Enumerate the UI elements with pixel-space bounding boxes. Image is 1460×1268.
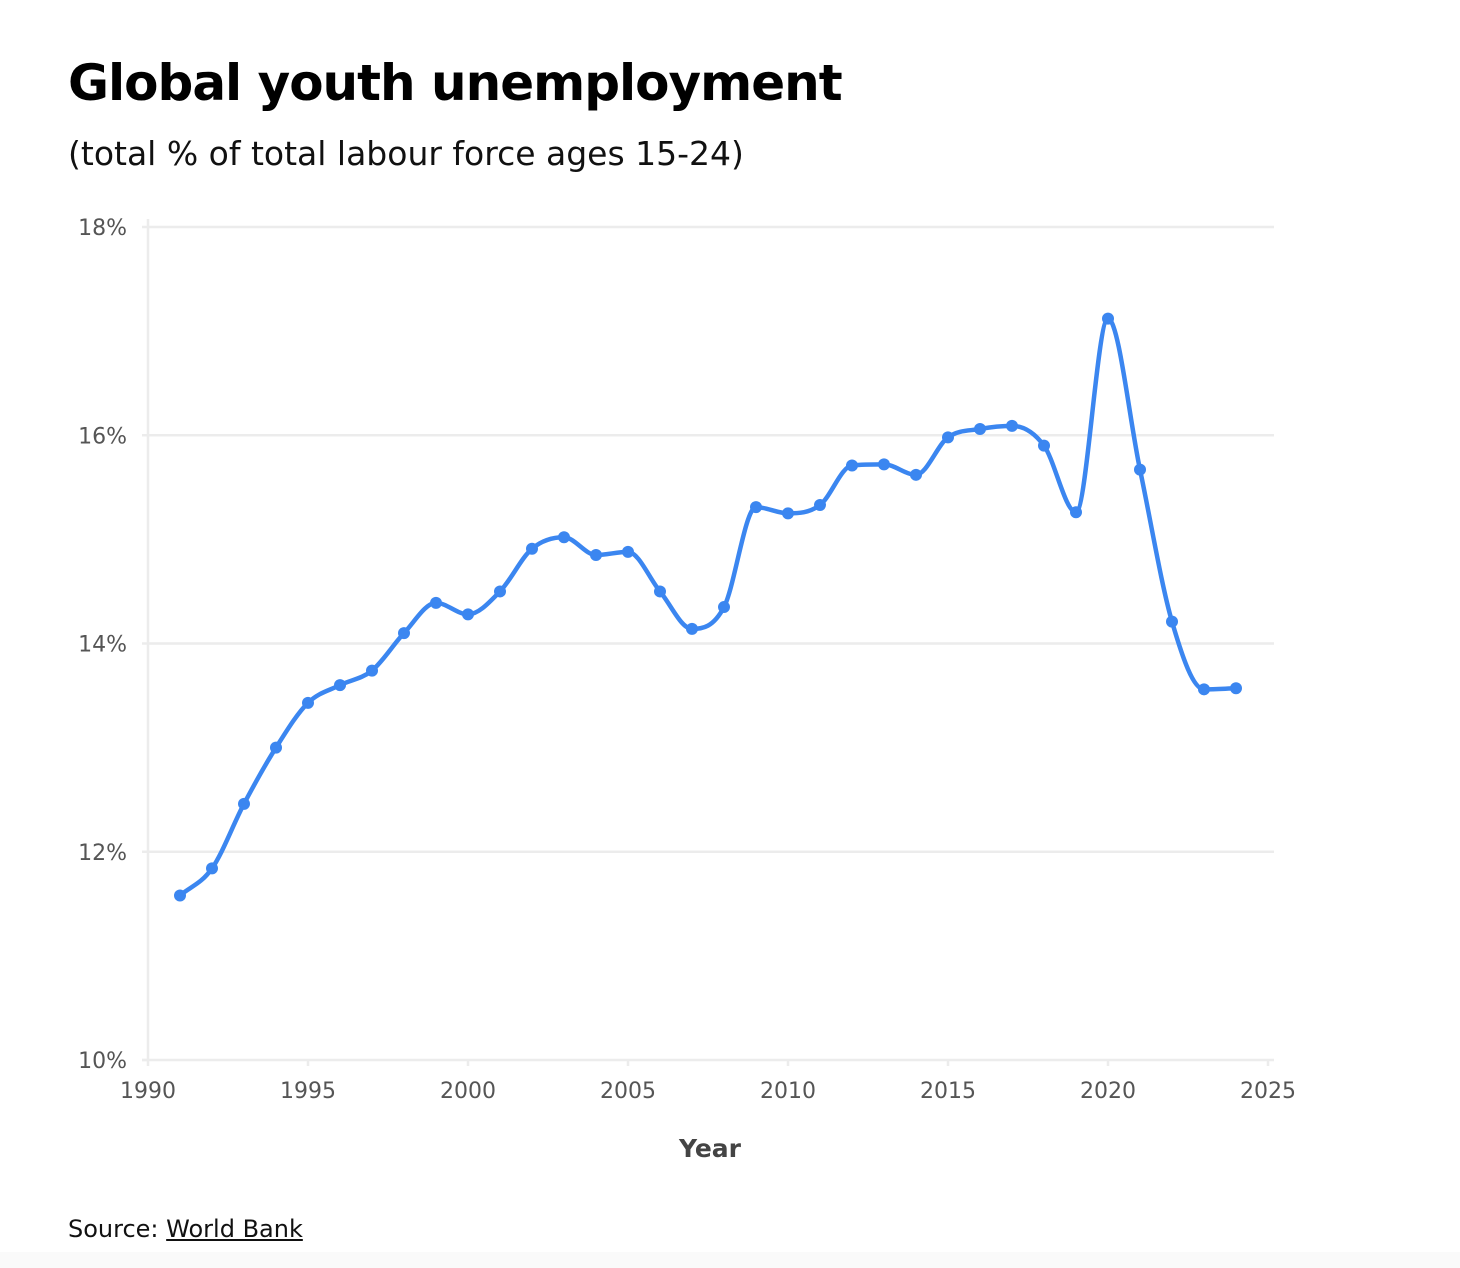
- data-point[interactable]: [686, 622, 698, 635]
- series-line: [177, 316, 1239, 898]
- y-tick-labels: 10% 12% 14% 16% 18%: [78, 216, 127, 1074]
- data-point[interactable]: [558, 531, 570, 544]
- source-note: Source: World Bank: [68, 1212, 303, 1246]
- x-tick-label: 1995: [280, 1079, 336, 1104]
- y-tick-label: 16%: [78, 424, 127, 449]
- series: [177, 316, 1239, 898]
- data-point[interactable]: [462, 608, 474, 621]
- data-point[interactable]: [974, 423, 986, 436]
- data-point[interactable]: [206, 862, 218, 875]
- bottom-edge: [0, 1252, 1460, 1268]
- x-tick-label: 2000: [440, 1079, 496, 1104]
- data-point[interactable]: [750, 501, 762, 514]
- data-point[interactable]: [814, 499, 826, 512]
- data-point[interactable]: [622, 545, 634, 558]
- data-point[interactable]: [494, 585, 506, 598]
- data-point[interactable]: [1102, 312, 1114, 325]
- data-point[interactable]: [334, 679, 346, 692]
- data-point[interactable]: [366, 664, 378, 677]
- data-point[interactable]: [526, 542, 538, 555]
- chart-subtitle: (total % of total labour force ages 15-2…: [68, 134, 744, 173]
- y-tick-label: 14%: [78, 633, 127, 658]
- line-chart: 10% 12% 14% 16% 18% 1990 1995 2000 2005 2010 2015…: [78, 216, 1296, 1163]
- y-tick-label: 10%: [78, 1049, 127, 1074]
- data-point[interactable]: [1070, 506, 1082, 519]
- data-point[interactable]: [910, 468, 922, 481]
- gridlines: [148, 225, 1274, 853]
- data-point[interactable]: [590, 548, 602, 561]
- data-point[interactable]: [270, 741, 282, 754]
- data-point[interactable]: [718, 601, 730, 614]
- data-point[interactable]: [942, 431, 954, 444]
- data-point[interactable]: [1198, 683, 1210, 696]
- data-point[interactable]: [782, 507, 794, 520]
- data-point[interactable]: [1038, 439, 1050, 452]
- data-point[interactable]: [1006, 419, 1018, 432]
- axes: [142, 219, 1274, 1066]
- data-point[interactable]: [430, 596, 442, 609]
- x-tick-label: 2010: [760, 1079, 816, 1104]
- y-tick-label: 12%: [78, 841, 127, 866]
- data-point[interactable]: [174, 889, 186, 902]
- source-link[interactable]: World Bank: [166, 1215, 303, 1243]
- data-point[interactable]: [654, 585, 666, 598]
- data-point[interactable]: [878, 458, 890, 471]
- data-point[interactable]: [302, 696, 314, 709]
- x-tick-label: 1990: [120, 1079, 176, 1104]
- data-point[interactable]: [238, 797, 250, 810]
- x-tick-labels: 1990 1995 2000 2005 2010 2015 2020 2025: [120, 1079, 1296, 1104]
- x-tick-label: 2015: [920, 1079, 976, 1104]
- data-point[interactable]: [1230, 682, 1242, 695]
- x-tick-label: 2025: [1240, 1079, 1296, 1104]
- y-tick-label: 18%: [78, 216, 127, 241]
- chart-title: Global youth unemployment: [68, 54, 843, 112]
- x-tick-label: 2005: [600, 1079, 656, 1104]
- data-points: [174, 312, 1242, 902]
- data-point[interactable]: [1134, 463, 1146, 476]
- x-axis-title: Year: [678, 1134, 742, 1163]
- x-tick-label: 2020: [1080, 1079, 1136, 1104]
- data-point[interactable]: [398, 627, 410, 640]
- source-prefix: Source:: [68, 1215, 167, 1243]
- data-point[interactable]: [846, 459, 858, 472]
- data-point[interactable]: [1166, 615, 1178, 628]
